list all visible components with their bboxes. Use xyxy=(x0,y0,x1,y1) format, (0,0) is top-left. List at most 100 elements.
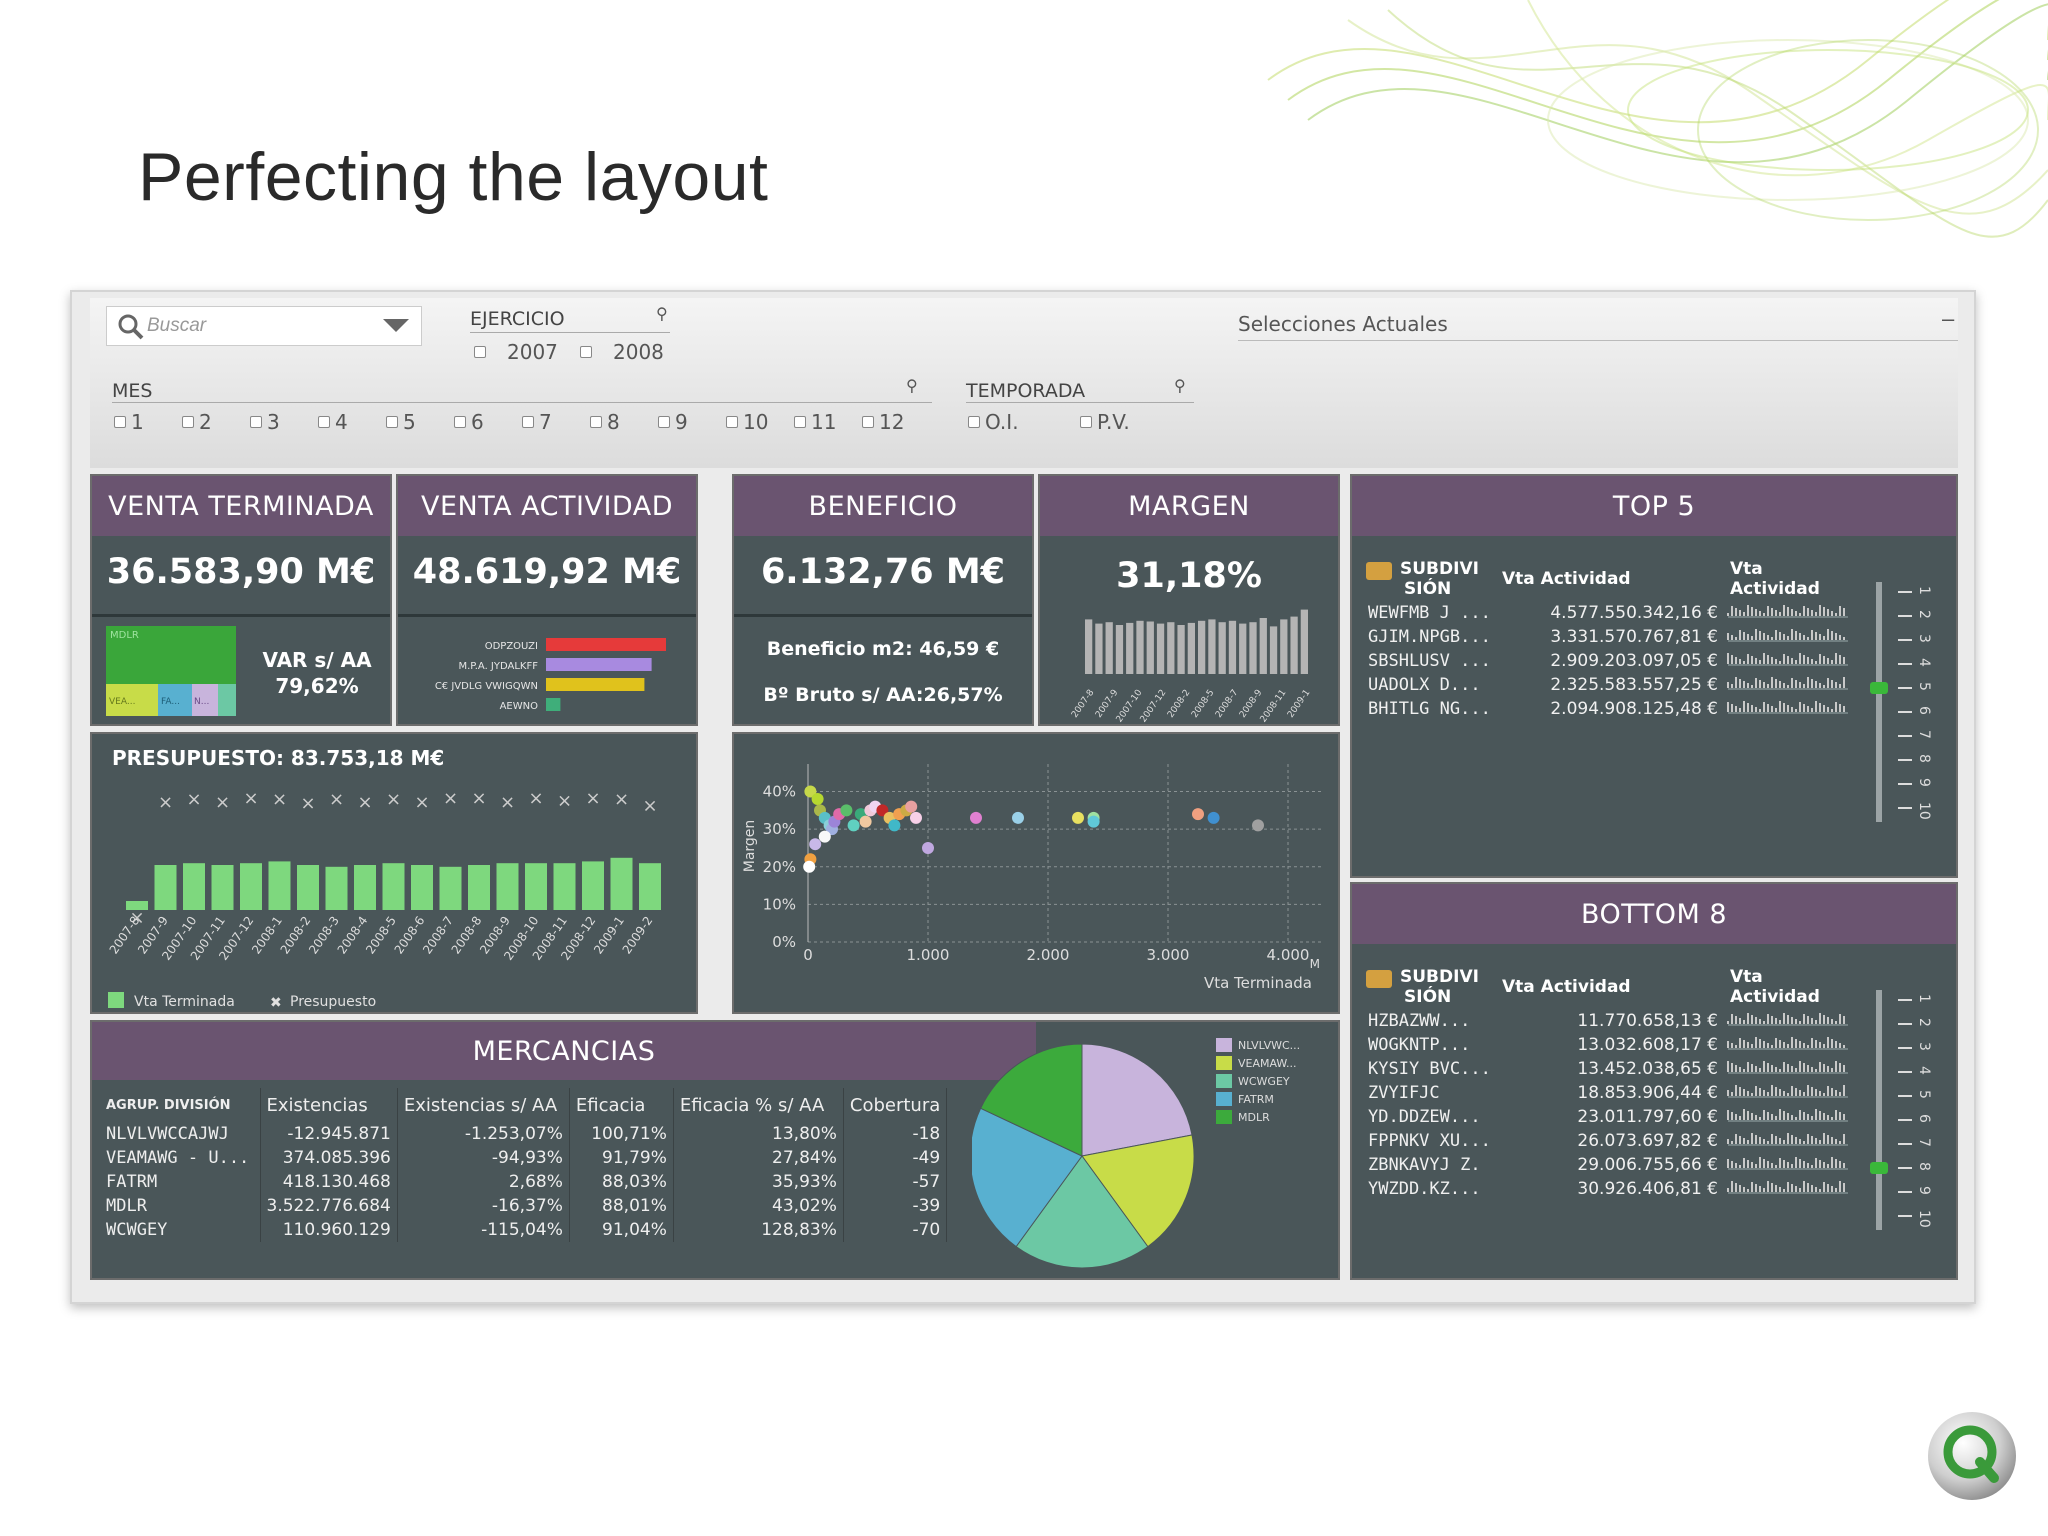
table-cell: 374.085.396 xyxy=(260,1146,398,1170)
bottom8-panel[interactable]: BOTTOM 8 SUBDIVI SIÓN Vta Actividad Vta Acti… xyxy=(1350,882,1958,1280)
list-item-value: 2.325.583.557,25 € xyxy=(1550,675,1718,695)
mes-option-7[interactable]: 7 xyxy=(522,410,552,434)
mes-option-9[interactable]: 9 xyxy=(658,410,688,434)
bar xyxy=(1218,622,1226,674)
bar xyxy=(468,865,490,910)
column-header[interactable]: Existencias s/ AA xyxy=(397,1088,570,1122)
presupuesto-chart[interactable]: ×2007-8×2007-9×2007-10×2007-11×2007-12×2… xyxy=(92,770,696,1014)
svg-text:VEA...: VEA... xyxy=(109,697,135,707)
bar-label: M.P.A. JYDALKFF xyxy=(458,661,538,672)
y-tick-label: 40% xyxy=(763,783,796,801)
table-cell: 100,71% xyxy=(569,1122,674,1146)
tick-label: 2007-8 xyxy=(1070,688,1097,720)
margen-bar-chart[interactable]: 2007-82007-92007-102007-122008-22008-520… xyxy=(1040,588,1338,726)
x-tick-label: 0 xyxy=(803,946,813,964)
data-point xyxy=(888,819,901,832)
mes-option-3[interactable]: 3 xyxy=(250,410,280,434)
venta-actividad-bar-chart[interactable]: ODPZOUZI M.P.A. JYDALKFF C€ JVDLG VWIGQWN A… xyxy=(398,632,696,716)
mercancias-pie-chart[interactable]: NLVLVWC... VEAMAW... WCWGEY FATRM MDLR xyxy=(972,1028,1332,1278)
data-point xyxy=(1087,815,1100,828)
table-row[interactable]: VEAMAWG - U... 374.085.396 -94,93% 91,79% 27… xyxy=(100,1146,948,1170)
bar xyxy=(610,857,633,910)
mes-option-10[interactable]: 10 xyxy=(726,410,768,434)
table-row[interactable]: FATRM 418.130.468 2,68% 88,03% 35,93% -57 xyxy=(100,1170,948,1194)
slider-track xyxy=(1876,990,1882,1230)
list-item-value: 23.011.797,60 € xyxy=(1577,1107,1718,1127)
margen-scatter-panel[interactable]: 0% 10% 20% 30% 40% 0 1.000 2.000 3.000 4.000 Marge… xyxy=(732,732,1340,1014)
data-point xyxy=(847,819,860,832)
mes-option-6[interactable]: 6 xyxy=(454,410,484,434)
qlik-logo xyxy=(1928,1412,2016,1500)
beneficio-m2: Beneficio m2: 46,59 € xyxy=(766,638,1000,660)
budget-marker: × xyxy=(443,788,458,809)
x-tick-label: 2.000 xyxy=(1027,946,1070,964)
slider-label: 9 xyxy=(1916,1186,1932,1195)
mes-option-8[interactable]: 8 xyxy=(590,410,620,434)
column-header[interactable]: Eficacia xyxy=(569,1088,674,1122)
bar xyxy=(411,865,433,910)
bar xyxy=(525,863,547,910)
column-header[interactable]: AGRUP. DIVISIÓN xyxy=(100,1088,261,1122)
sparkline xyxy=(1727,1085,1845,1096)
data-point xyxy=(1207,811,1220,824)
treemap-n xyxy=(192,684,218,716)
search-input[interactable]: Buscar xyxy=(106,306,422,346)
table-cell: 3.522.776.684 xyxy=(260,1194,398,1218)
panel-title: TOP 5 xyxy=(1352,476,1956,536)
data-point xyxy=(1072,811,1084,824)
mes-option-1[interactable]: 1 xyxy=(114,410,144,434)
table-cell: 91,79% xyxy=(569,1146,674,1170)
mes-option-4[interactable]: 4 xyxy=(318,410,348,434)
mes-option-2[interactable]: 2 xyxy=(182,410,212,434)
table-cell: WCWGEY xyxy=(100,1218,261,1242)
mes-option-12[interactable]: 12 xyxy=(862,410,904,434)
table-cell: 88,01% xyxy=(569,1194,674,1218)
column-header[interactable]: Existencias xyxy=(260,1088,398,1122)
temporada-option-oi[interactable]: O.I. xyxy=(968,410,1019,434)
temporada-option-pv[interactable]: P.V. xyxy=(1080,410,1130,434)
table-row[interactable]: MDLR 3.522.776.684 -16,37% 88,01% 43,02% -39 xyxy=(100,1194,948,1218)
minimize-button[interactable]: – xyxy=(1942,306,1955,331)
beneficio-panel[interactable]: BENEFICIO 6.132,76 M€ Beneficio m2: 46,5… xyxy=(732,474,1034,726)
search-icon xyxy=(118,314,144,340)
search-icon[interactable]: ⚲ xyxy=(656,306,668,323)
panel-title: VENTA ACTIVIDAD xyxy=(398,476,696,536)
table-cell: VEAMAWG - U... xyxy=(100,1146,261,1170)
legend-label: WCWGEY xyxy=(1238,1075,1290,1088)
margen-panel[interactable]: MARGEN 31,18% 2007-8 2007-9 2007-10 2007-12… xyxy=(1038,474,1340,726)
budget-marker: × xyxy=(471,788,486,809)
presupuesto-panel[interactable]: PRESUPUESTO: 83.753,18 M€ × 2007-8 × 2007-9… xyxy=(90,732,698,1014)
bar xyxy=(1187,622,1195,674)
budget-marker: × xyxy=(528,788,543,809)
venta-terminada-value: 36.583,90 M€ xyxy=(106,552,376,592)
treemap-chart[interactable]: MDLR VEA... FA... N... xyxy=(106,626,236,716)
bar xyxy=(1156,623,1165,674)
bar xyxy=(268,861,291,910)
ejercicio-option-2008[interactable]: 2008 xyxy=(580,340,664,364)
search-icon[interactable]: ⚲ xyxy=(906,378,918,395)
chevron-down-icon[interactable] xyxy=(383,319,409,332)
column-header[interactable]: Eficacia % s/ AA xyxy=(673,1088,844,1122)
list-item-name: BHITLG NG... xyxy=(1368,699,1491,719)
top5-panel[interactable]: TOP 5 SUBDIVI SIÓN Vta Actividad Vta Activid… xyxy=(1350,474,1958,878)
table-row[interactable]: NLVLVWCCAJWJ -12.945.871 -1.253,07% 100,71%… xyxy=(100,1122,948,1146)
budget-marker: × xyxy=(585,788,600,809)
treemap-vea xyxy=(106,684,158,716)
mercancias-panel[interactable]: MERCANCIAS AGRUP. DIVISIÓN Existencias Exi… xyxy=(90,1020,1340,1280)
search-icon[interactable]: ⚲ xyxy=(1174,378,1186,395)
venta-terminada-panel[interactable]: VENTA TERMINADA 36.583,90 M€ MDLR VEA...… xyxy=(90,474,392,726)
column-header[interactable]: Cobertura xyxy=(843,1088,948,1122)
mes-option-5[interactable]: 5 xyxy=(386,410,416,434)
slider-label: 7 xyxy=(1916,730,1932,739)
margen-scatter-chart[interactable]: 0% 10% 20% 30% 40% 0 1.000 2.000 3.000 4.000 Marge… xyxy=(734,734,1338,1012)
venta-actividad-panel[interactable]: VENTA ACTIVIDAD 48.619,92 M€ ODPZOUZI M.P… xyxy=(396,474,698,726)
ejercicio-option-2007[interactable]: 2007 xyxy=(474,340,558,364)
mercancias-table[interactable]: AGRUP. DIVISIÓN Existencias Existencias s/… xyxy=(100,1088,948,1242)
slider-label: 9 xyxy=(1916,778,1932,787)
table-row[interactable]: WCWGEY 110.960.129 -115,04% 91,04% 128,83% -7… xyxy=(100,1218,948,1242)
legend-label: FATRM xyxy=(1238,1093,1274,1106)
budget-marker: × xyxy=(357,792,372,813)
table-cell: 35,93% xyxy=(673,1170,844,1194)
mes-option-11[interactable]: 11 xyxy=(794,410,836,434)
